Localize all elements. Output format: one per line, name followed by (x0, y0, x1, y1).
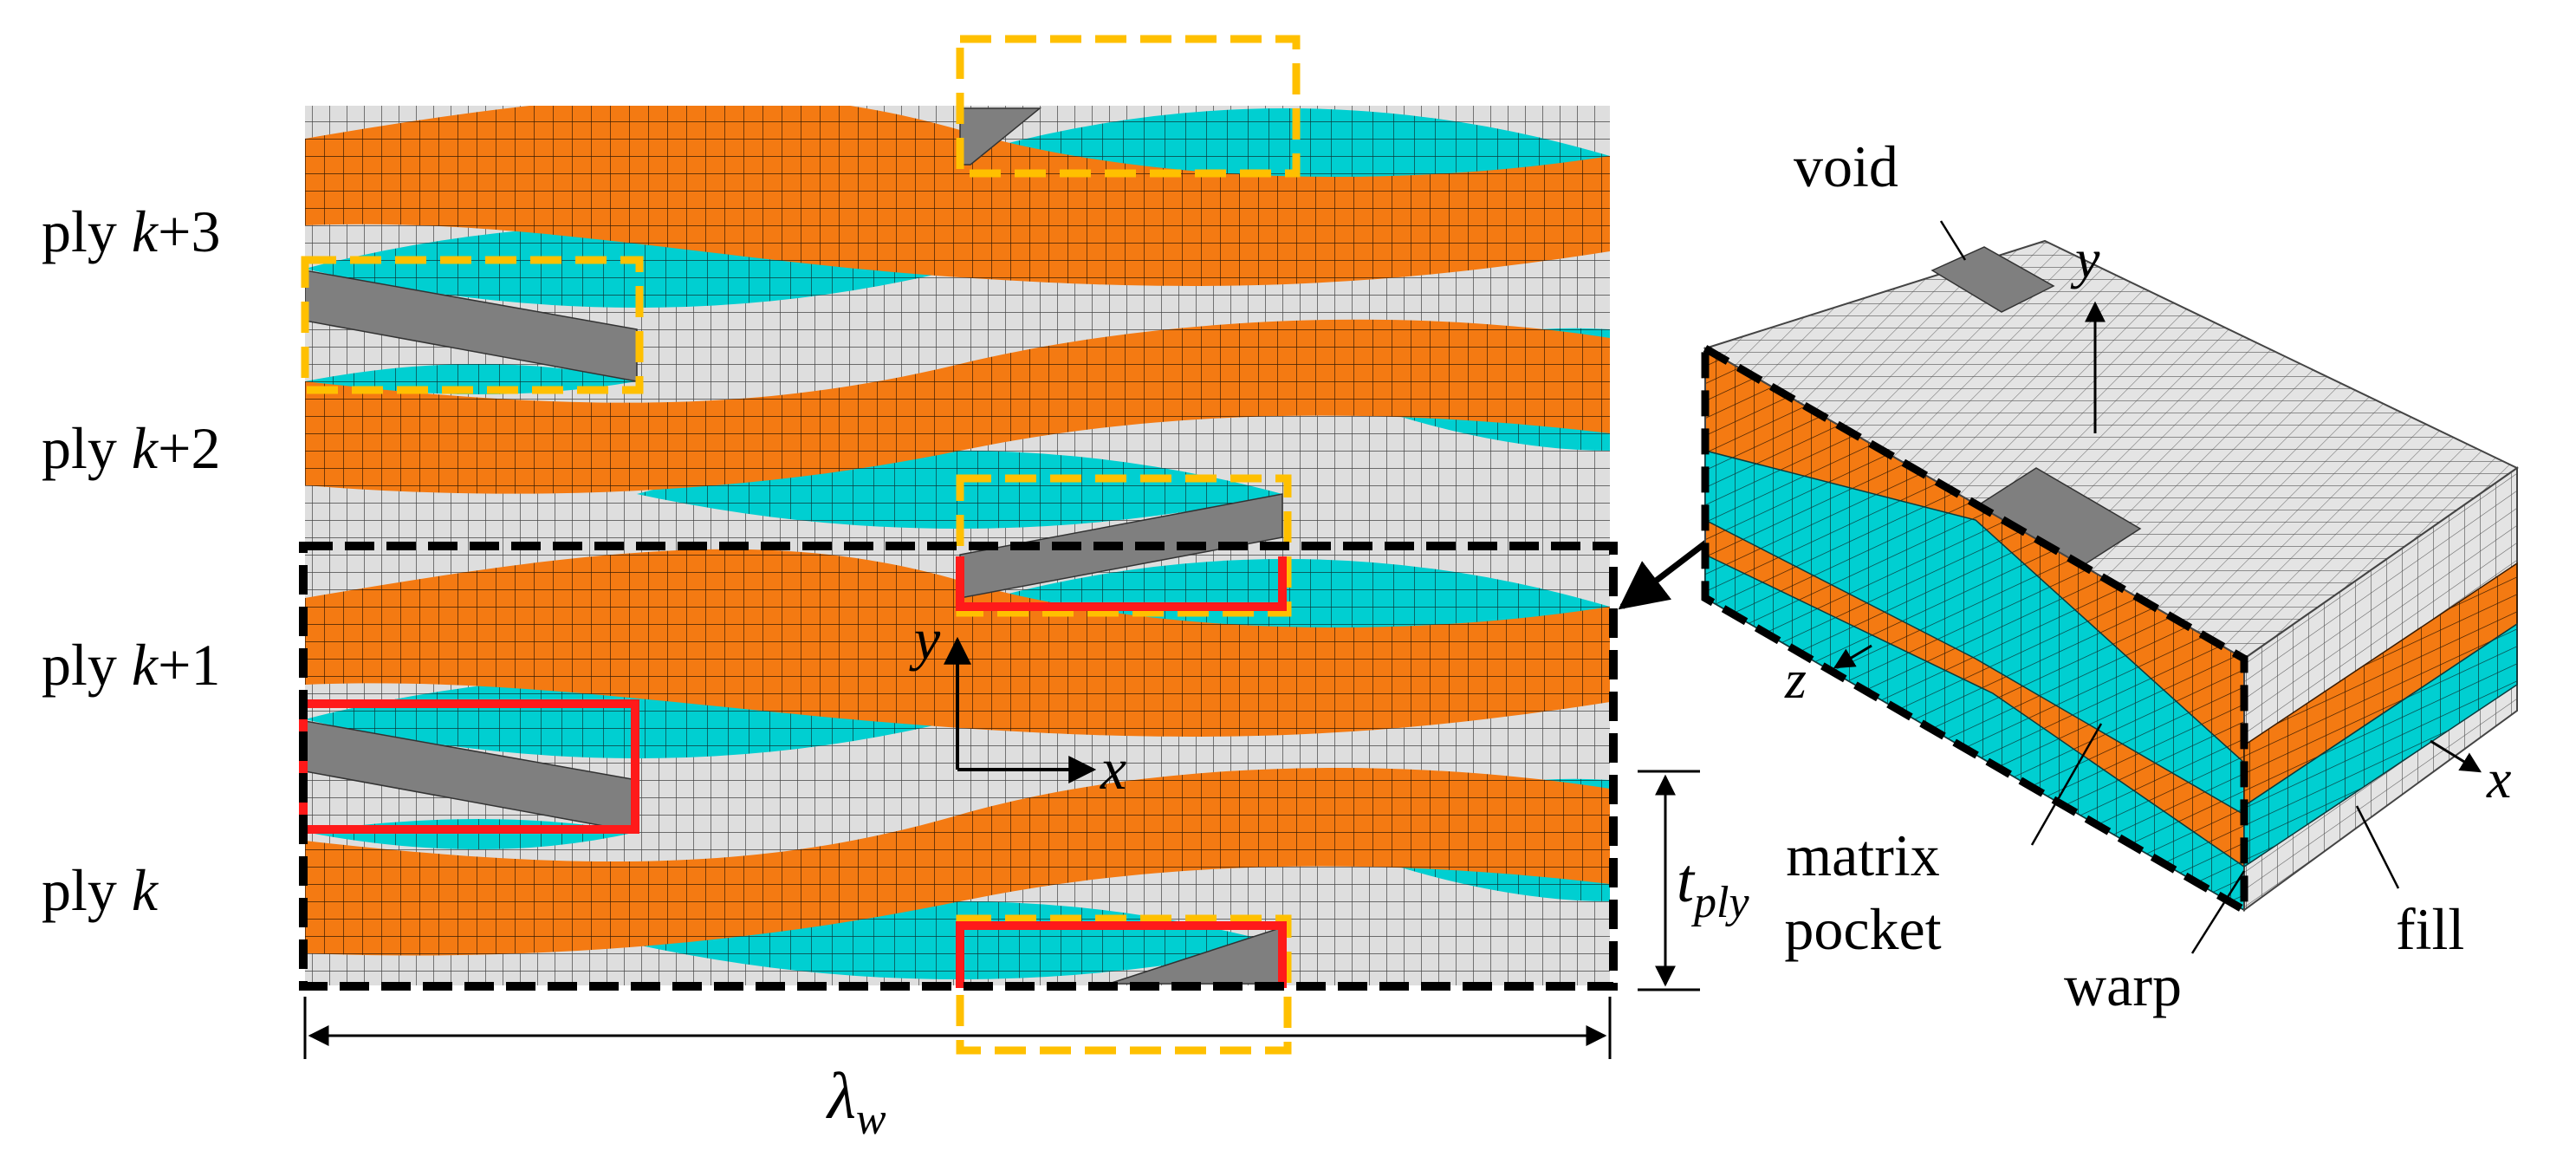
axes-3d: y z x (1784, 228, 2511, 809)
matrix-pocket-label-1: matrix (1786, 822, 1940, 888)
block-callouts: void matrix pocket warp fill (1784, 133, 2464, 1018)
rve-3d-block (1701, 239, 2519, 917)
axes-2d: y x (909, 606, 1126, 802)
matrix-pocket-label-2: pocket (1784, 896, 1941, 962)
yellow-dashed-highlights (301, 35, 1301, 1055)
warp-label: warp (2064, 952, 2182, 1018)
axis-x-label: x (1100, 736, 1126, 802)
ply-thickness-dimension: tply (1638, 770, 1749, 991)
void-label: void (1794, 133, 1898, 199)
red-solid-highlights (299, 556, 1287, 988)
ply-label-k3: ply k+3 (42, 198, 220, 264)
axis3d-y-label: y (2070, 228, 2100, 289)
top-void (1930, 246, 2055, 313)
voids (305, 107, 1283, 985)
wavelength-dimension: λw (303, 997, 1612, 1144)
ply-labels: ply k+3 ply k+2 ply k+1 ply k (42, 198, 220, 923)
ply-label-k2: ply k+2 (42, 415, 220, 481)
front-face-outline (1701, 341, 2248, 917)
ply-label-k1: ply k+1 (42, 632, 220, 698)
axis-y-label: y (909, 606, 941, 672)
axis3d-x-label: x (2486, 748, 2511, 809)
ply-label-k: ply k (42, 857, 159, 923)
thickness-label: tply (1677, 846, 1749, 927)
axis3d-z-label: z (1784, 648, 1807, 710)
wavelength-label: λw (826, 1060, 886, 1144)
fill-label: fill (2396, 896, 2464, 962)
